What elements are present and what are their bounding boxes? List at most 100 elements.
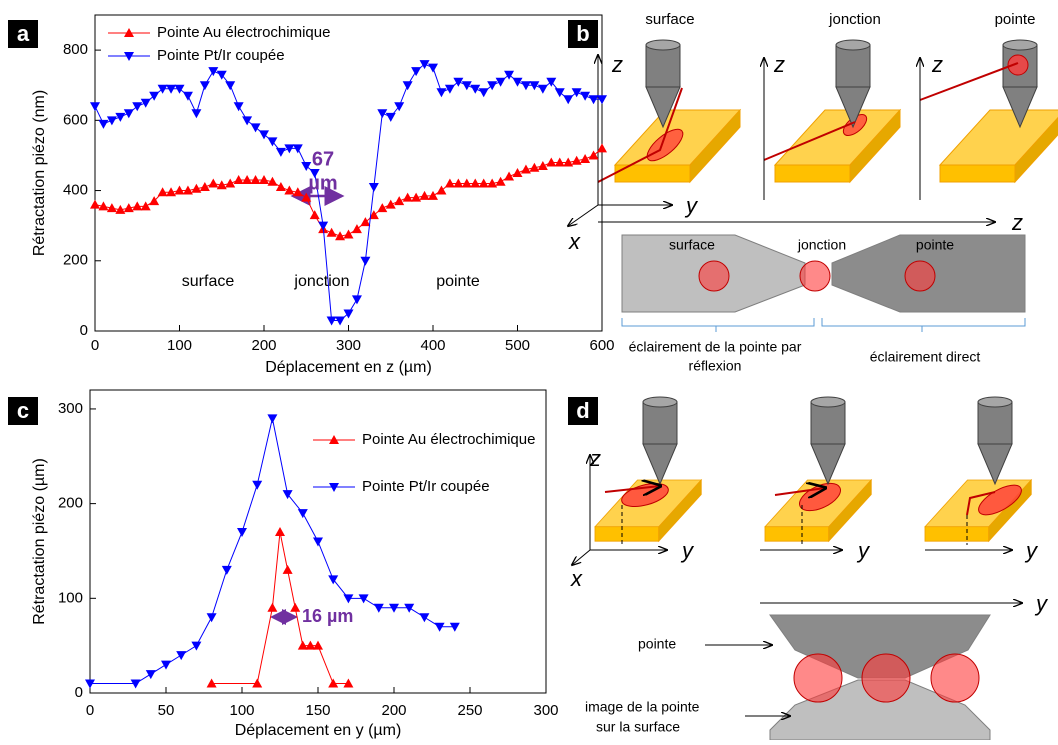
data-point (275, 527, 285, 537)
data-point (419, 60, 430, 70)
data-point (351, 295, 362, 305)
data-point (444, 178, 455, 188)
data-point (85, 679, 95, 689)
axis-label: z (1011, 210, 1023, 235)
data-point (328, 678, 339, 688)
data-point (588, 95, 599, 105)
label: image de la pointe (585, 699, 700, 715)
data-point (470, 178, 481, 188)
caption: éclairement direct (870, 349, 981, 365)
beam (774, 488, 825, 495)
axis-label: y (1034, 591, 1049, 616)
axis-label: x (570, 566, 583, 591)
legend-marker (329, 483, 339, 492)
y-tick-label: 0 (75, 684, 83, 701)
data-point (166, 187, 177, 197)
data-point (252, 678, 263, 688)
data-point (90, 199, 100, 209)
data-point (546, 77, 557, 87)
data-point (297, 640, 308, 650)
panel-label-box (568, 20, 598, 48)
spot (930, 653, 980, 703)
data-point (259, 130, 269, 140)
data-point (529, 162, 540, 172)
axis-label: y (856, 538, 871, 563)
y-tick-label: 600 (63, 111, 88, 128)
beam (763, 121, 856, 161)
data-point (149, 196, 160, 206)
data-point (237, 528, 247, 538)
axis-label: y (684, 193, 699, 218)
data-point (290, 602, 301, 612)
data-point (309, 169, 320, 178)
data-point (140, 98, 151, 108)
x-tick-label: 250 (457, 702, 482, 719)
data-point (313, 537, 323, 547)
data-point (161, 660, 171, 670)
data-point (597, 143, 607, 153)
panel-label-box (8, 20, 38, 48)
x-tick-label: 600 (589, 337, 614, 354)
data-point (267, 414, 278, 424)
sample (939, 109, 1058, 183)
data-point (580, 153, 591, 163)
data-point (292, 187, 303, 197)
data-point (174, 185, 185, 195)
annotation: 16 µm (302, 606, 353, 626)
legend-marker (124, 52, 134, 61)
annotation: surface (182, 273, 235, 290)
axis-arrow (568, 204, 599, 226)
data-point (115, 112, 126, 122)
data-point (130, 679, 141, 689)
data-point (90, 102, 100, 112)
data-point (275, 147, 286, 157)
data-point (453, 77, 464, 87)
y-tick-label: 200 (58, 495, 83, 512)
data-point (206, 678, 217, 688)
data-point (504, 70, 515, 80)
data-point (411, 192, 422, 202)
stage-label: jonction (828, 11, 881, 28)
data-point (537, 160, 548, 170)
x-tick-label: 300 (533, 702, 558, 719)
data-point (284, 144, 295, 154)
data-point (318, 221, 329, 231)
data-point (402, 192, 413, 202)
data-point (358, 594, 369, 604)
data-point (140, 201, 151, 211)
data-point (385, 112, 396, 122)
data-point (368, 210, 379, 220)
data-point (216, 180, 227, 190)
data-point (328, 575, 339, 585)
data-point (98, 201, 109, 211)
data-point (411, 67, 422, 77)
data-point (301, 161, 312, 171)
data-point (495, 176, 506, 186)
legend-marker (124, 28, 134, 37)
caption: éclairement de la pointe par (629, 339, 802, 355)
x-tick-label: 150 (305, 702, 330, 719)
data-point (199, 81, 210, 91)
data-point (182, 91, 193, 101)
data-point (326, 316, 337, 326)
data-point (512, 168, 523, 177)
data-point (98, 119, 109, 129)
data-point (335, 231, 346, 241)
data-point (282, 490, 293, 500)
data-point (216, 70, 227, 80)
stage-label: pointe (995, 11, 1036, 28)
annotation: pointe (436, 273, 480, 290)
data-point (444, 84, 455, 94)
annotation: µm (308, 172, 337, 194)
label: pointe (638, 636, 676, 652)
data-point (252, 480, 263, 490)
axis-arrow (572, 549, 591, 565)
data-point (242, 116, 253, 126)
data-point (115, 204, 126, 214)
data-point (225, 81, 236, 91)
panel-label-box (568, 397, 598, 425)
data-point (394, 102, 405, 112)
beam (919, 62, 1019, 101)
data-point (225, 178, 236, 188)
